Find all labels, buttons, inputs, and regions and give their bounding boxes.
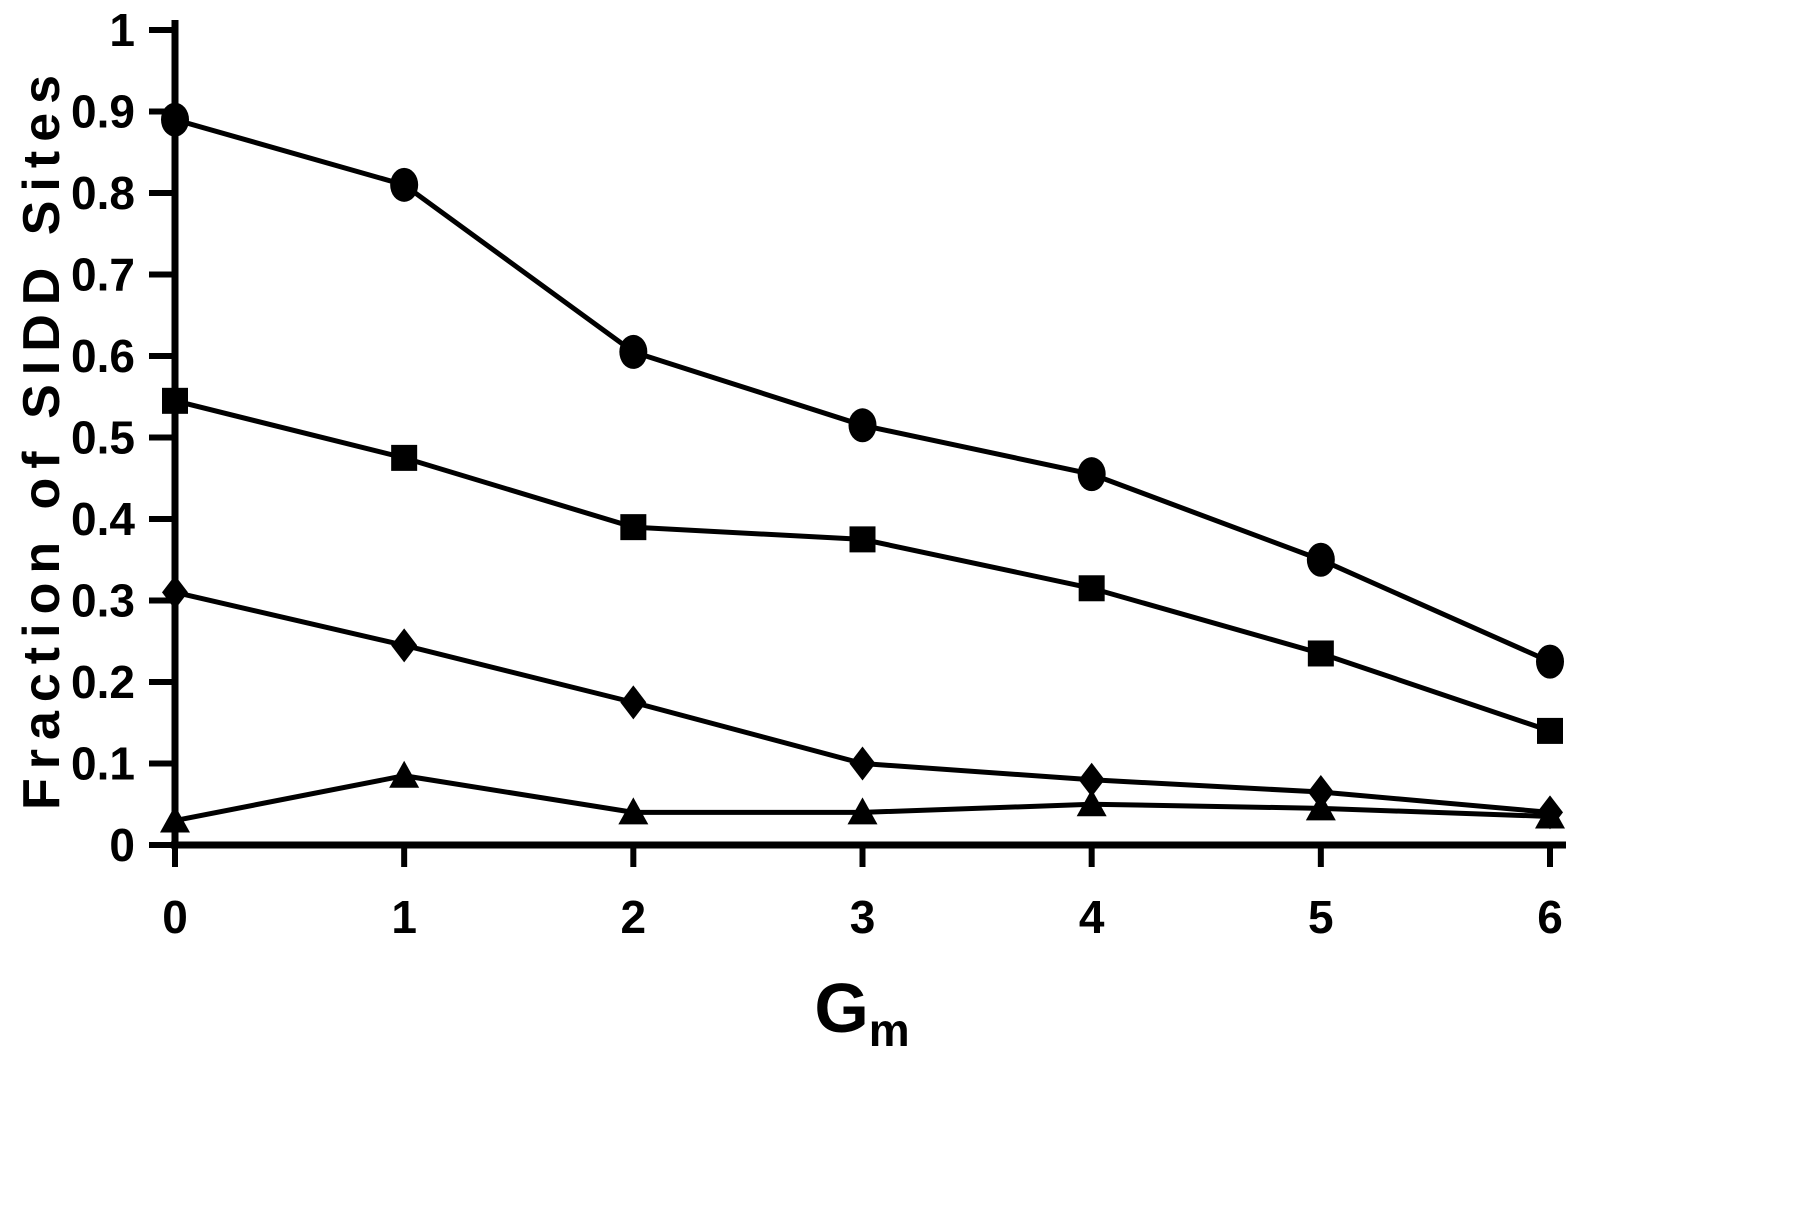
triangle-series-marker <box>1535 801 1565 829</box>
square-series-marker <box>391 444 418 471</box>
circle-series-marker <box>1077 457 1106 492</box>
y-tick-label: 0.1 <box>71 738 135 790</box>
x-tick-label: 0 <box>162 891 188 943</box>
y-tick-label: 0.4 <box>71 493 135 545</box>
circle-series-marker <box>848 408 877 443</box>
x-tick-label: 5 <box>1308 891 1334 943</box>
y-tick-label: 0.9 <box>71 86 135 138</box>
diamond-series-marker <box>620 685 647 720</box>
y-tick-label: 0.5 <box>71 412 135 464</box>
x-tick-label: 1 <box>391 891 417 943</box>
y-tick-label: 0.6 <box>71 330 135 382</box>
square-series-marker <box>162 387 188 414</box>
y-axis-title: Fraction of SIDD Sites <box>13 65 71 811</box>
x-axis-title: Gm <box>814 968 909 1057</box>
y-tick-label: 0.8 <box>71 167 135 219</box>
diamond-series-marker <box>162 575 188 610</box>
x-tick-label: 6 <box>1537 891 1563 943</box>
square-series-marker <box>1307 640 1334 667</box>
square-series-marker <box>1537 717 1563 744</box>
circle-series-marker <box>161 102 189 137</box>
triangle-series-marker <box>1076 789 1107 817</box>
diamond-series-marker <box>391 628 418 663</box>
triangle-series-marker <box>160 805 190 833</box>
circle-series-line <box>174 117 1552 664</box>
circle-series-marker <box>619 334 648 369</box>
diamond-series-marker <box>1078 762 1105 797</box>
y-tick-label: 0.3 <box>71 575 135 627</box>
circle-series-marker <box>1536 644 1564 679</box>
y-tick-label: 0 <box>109 819 135 871</box>
triangle-series-marker <box>1305 793 1336 821</box>
circle-series-marker <box>1306 542 1335 577</box>
x-axis-title-sub: m <box>868 1004 910 1056</box>
x-tick-label: 3 <box>850 891 876 943</box>
y-tick-label: 0.7 <box>71 249 135 301</box>
x-tick-label: 2 <box>621 891 647 943</box>
square-series-marker <box>849 526 876 553</box>
square-series-line <box>174 398 1551 734</box>
triangle-series-marker <box>847 797 878 825</box>
x-tick-label: 4 <box>1079 891 1105 943</box>
square-series-marker <box>1078 575 1105 602</box>
y-tick-label: 1 <box>109 4 135 56</box>
diamond-series-marker <box>1307 775 1334 810</box>
triangle-series-marker <box>618 797 649 825</box>
circle-series-marker <box>390 167 419 202</box>
triangle-series-marker <box>389 760 420 788</box>
square-series-marker <box>620 514 647 541</box>
x-axis-title-main: G <box>814 969 869 1047</box>
y-tick-label: 0.2 <box>71 656 135 708</box>
diamond-series-marker <box>849 746 876 781</box>
